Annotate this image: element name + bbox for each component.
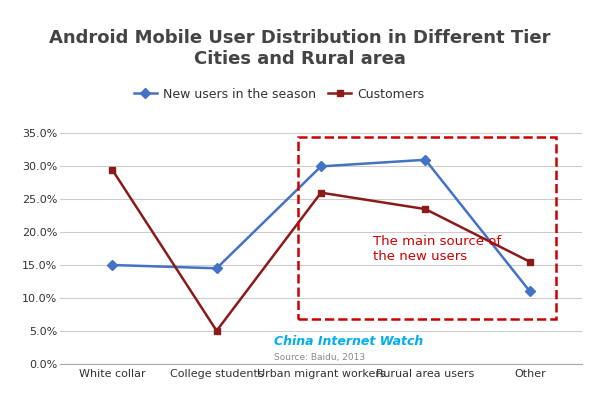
Text: Android Mobile User Distribution in Different Tier
Cities and Rural area: Android Mobile User Distribution in Diff… [49, 29, 551, 68]
Legend: New users in the season, Customers: New users in the season, Customers [129, 83, 430, 106]
Bar [298, 137, 556, 319]
Customers [213, 328, 220, 333]
Customers [422, 206, 429, 212]
New users in the season [317, 164, 325, 169]
Line: New users in the season: New users in the season [109, 156, 533, 295]
Customers [109, 167, 116, 172]
New users in the season [526, 289, 533, 294]
Text: Source: Baidu, 2013: Source: Baidu, 2013 [274, 353, 365, 362]
New users in the season [422, 157, 429, 162]
New users in the season [109, 263, 116, 268]
Customers [317, 190, 325, 195]
New users in the season [213, 266, 220, 271]
Line: Customers: Customers [109, 166, 533, 334]
Text: China Internet Watch: China Internet Watch [274, 336, 423, 349]
Text: The main source of
the new users: The main source of the new users [373, 234, 502, 263]
Customers [526, 259, 533, 264]
